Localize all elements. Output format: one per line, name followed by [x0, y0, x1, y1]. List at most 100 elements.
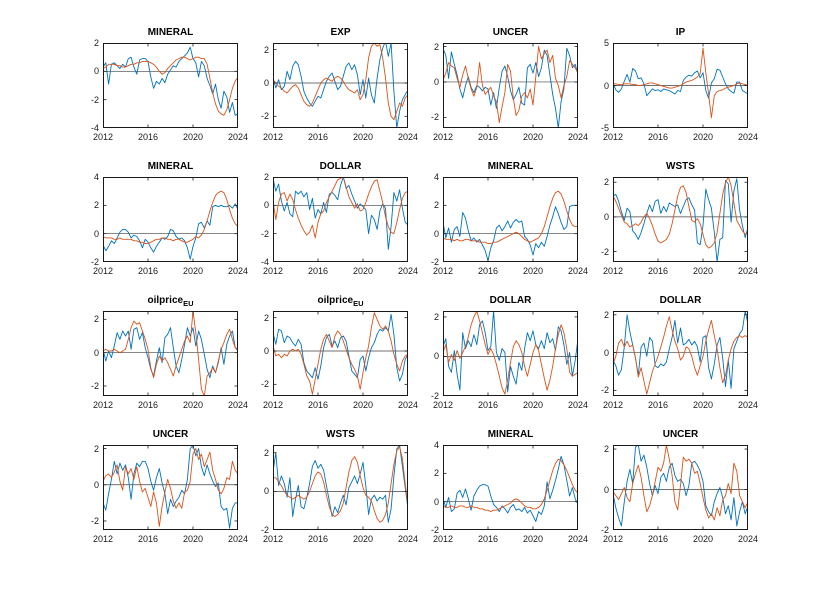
- x-axis-tick-label: 2024: [397, 266, 419, 276]
- subplot-title-text: MINERAL: [147, 161, 194, 172]
- x-axis-tick-label: 2012: [262, 400, 284, 410]
- plot-area: [443, 445, 578, 530]
- series2-orange-line: [613, 316, 748, 395]
- x-axis-tick-label: 2024: [397, 400, 419, 410]
- x-axis-tick-label: 2012: [432, 266, 454, 276]
- axis-box: [613, 177, 748, 262]
- y-axis-tick-label: 5: [603, 38, 609, 48]
- y-axis-tick-label: -2: [600, 385, 609, 396]
- series2-orange-line: [443, 190, 578, 245]
- x-axis-tick-label: 2012: [262, 266, 284, 276]
- series1-blue-line: [443, 204, 578, 262]
- x-axis-tick-label: 2012: [602, 400, 624, 410]
- x-axis-tick-label: 2020: [352, 400, 374, 410]
- series2-orange-line: [443, 311, 578, 395]
- subplot-title: WSTS: [593, 161, 768, 173]
- y-axis-tick-label: -2: [260, 228, 269, 239]
- subplot-title: UNCER: [423, 27, 598, 39]
- series1-blue-line: [273, 313, 408, 382]
- y-axis-tick-label: -2: [600, 525, 609, 535]
- axis-box: [613, 311, 748, 396]
- y-axis-tick-label: -2: [260, 379, 269, 390]
- x-axis-tick-label: 2012: [262, 534, 284, 544]
- series1-blue-line: [273, 445, 408, 523]
- y-axis-tick-label: 0: [433, 228, 439, 239]
- y-axis-tick-label: -2: [260, 111, 269, 122]
- series1-blue-line: [443, 455, 578, 522]
- y-axis-tick-label: 0: [603, 80, 609, 91]
- subplot-title-text: MINERAL: [147, 27, 194, 38]
- y-axis-tick-label: 2: [263, 172, 269, 182]
- series2-orange-line: [613, 445, 748, 521]
- x-axis-tick-label: 2012: [602, 132, 624, 142]
- y-axis-tick-label: 0: [93, 228, 99, 239]
- series2-orange-line: [103, 311, 238, 396]
- y-axis-tick-label: 2: [603, 177, 609, 188]
- x-axis-tick-label: 2012: [92, 132, 114, 142]
- x-axis-tick-label: 2024: [567, 400, 589, 410]
- y-axis-tick-label: 0: [263, 78, 269, 88]
- series2-orange-line: [613, 177, 748, 249]
- plot-area: [613, 445, 748, 530]
- y-axis-tick-label: -4: [260, 257, 269, 267]
- subplot-title-text: WSTS: [326, 429, 355, 440]
- x-axis-tick-label: 2016: [647, 132, 669, 142]
- x-axis-tick-label: 2020: [352, 266, 374, 276]
- x-axis-tick-label: 2012: [432, 400, 454, 410]
- subplot-title-text: MINERAL: [487, 429, 534, 440]
- plot-area: [273, 43, 408, 128]
- plot-area: [103, 43, 238, 128]
- x-axis-tick-label: 2016: [137, 266, 159, 276]
- subplot-title-text: oilprice: [147, 295, 184, 306]
- y-axis-tick-label: 0: [93, 347, 99, 358]
- subplot-title: DOLLAR: [253, 161, 428, 173]
- x-axis-tick-label: 2024: [397, 534, 419, 544]
- y-axis-tick-label: 2: [433, 41, 439, 52]
- y-axis-tick-label: 0: [603, 484, 609, 495]
- series2-orange-line: [273, 177, 408, 239]
- series1-blue-line: [613, 445, 748, 527]
- x-axis-tick-label: 2016: [137, 400, 159, 410]
- y-axis-tick-label: 2: [93, 38, 99, 48]
- x-axis-tick-label: 2020: [522, 534, 544, 544]
- series2-orange-line: [443, 458, 578, 513]
- x-axis-tick-label: 2024: [567, 266, 589, 276]
- plot-area: [443, 177, 578, 262]
- y-axis-tick-label: 2: [263, 447, 269, 458]
- x-axis-tick-label: 2020: [182, 266, 204, 276]
- y-axis-tick-label: 2: [603, 444, 609, 455]
- axis-box: [103, 445, 238, 530]
- axis-box: [443, 311, 578, 396]
- subplot-title-text: MINERAL: [487, 161, 534, 172]
- x-axis-tick-label: 2020: [692, 400, 714, 410]
- subplot-title-text: UNCER: [662, 429, 699, 440]
- x-axis-tick-label: 2020: [692, 534, 714, 544]
- plot-area: [103, 311, 238, 396]
- x-axis-tick-label: 2020: [692, 132, 714, 142]
- subplot-title: DOLLAR: [423, 295, 598, 307]
- axis-box: [443, 43, 578, 128]
- y-axis-tick-label: -2: [90, 515, 99, 526]
- plot-area: [443, 43, 578, 128]
- series1-blue-line: [613, 178, 748, 262]
- series2-orange-line: [613, 47, 748, 119]
- y-axis-tick-label: 0: [263, 346, 269, 356]
- y-axis-tick-label: 4: [93, 172, 99, 182]
- y-axis-tick-label: 0: [433, 76, 439, 87]
- y-axis-tick-label: 2: [603, 309, 609, 320]
- y-axis-tick-label: 2: [93, 443, 99, 454]
- axis-box: [273, 445, 408, 530]
- subplot-title-text: DOLLAR: [319, 161, 362, 172]
- subplot-title-text: oilprice: [317, 295, 354, 306]
- subplot-title: UNCER: [593, 429, 768, 441]
- y-axis-tick-label: 0: [93, 66, 99, 77]
- subplot-title-text: IP: [675, 27, 686, 38]
- subplot-title-text: DOLLAR: [489, 295, 532, 306]
- x-axis-tick-label: 2020: [182, 400, 204, 410]
- y-axis-tick-label: -2: [430, 391, 439, 401]
- x-axis-tick-label: 2024: [737, 400, 759, 410]
- y-axis-tick-label: 4: [433, 440, 439, 450]
- series1-blue-line: [273, 177, 408, 250]
- y-axis-tick-label: -4: [90, 123, 99, 133]
- y-axis-tick-label: -2: [430, 112, 439, 123]
